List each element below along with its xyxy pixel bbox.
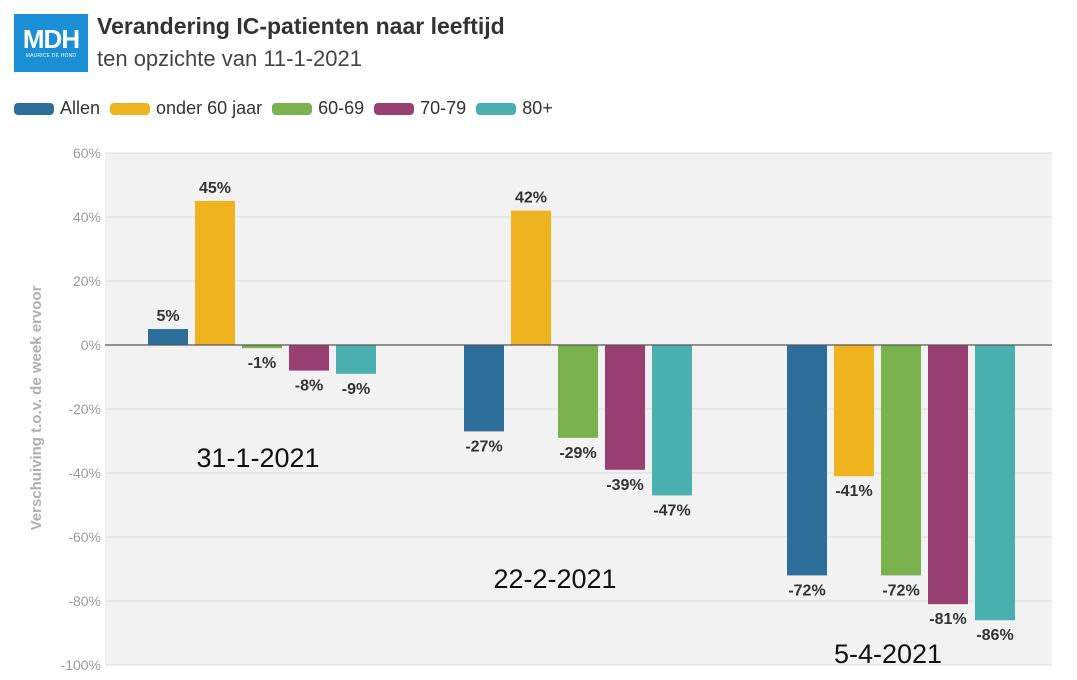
data-label: -29% (559, 445, 596, 462)
data-label: -27% (465, 438, 502, 455)
data-label: -86% (976, 627, 1013, 644)
legend-label: Allen (60, 98, 101, 118)
category-label: 22-2-2021 (493, 564, 616, 594)
y-tick-label: -60% (68, 529, 101, 545)
mdh-logo: MDH MAURICE DE HOND (14, 14, 88, 72)
bar (975, 345, 1015, 621)
legend-swatch (476, 102, 517, 115)
chart-title: Verandering IC-patienten naar leeftijd (97, 13, 505, 39)
legend-label: 80+ (522, 98, 553, 118)
y-tick-label: -80% (68, 593, 101, 609)
bar (336, 345, 376, 374)
data-label: -41% (835, 483, 872, 500)
bar (881, 345, 921, 576)
legend-swatch (374, 102, 415, 115)
category-label: 5-4-2021 (834, 639, 942, 669)
y-tick-label: 0% (81, 337, 101, 353)
legend-label: 70-79 (420, 98, 467, 118)
data-label: 42% (515, 190, 547, 207)
logo-text: MDH (22, 24, 80, 54)
bar (928, 345, 968, 605)
y-tick-label: -40% (68, 465, 101, 481)
data-label: -8% (295, 378, 323, 395)
bar (195, 201, 235, 345)
data-label: -72% (882, 582, 919, 599)
bar (834, 345, 874, 477)
bar (148, 329, 188, 345)
data-label: -9% (342, 381, 370, 398)
legend-item[interactable]: 70-79 (374, 98, 466, 119)
bar (242, 345, 282, 349)
bar (558, 345, 598, 438)
y-tick-label: -100% (61, 657, 101, 673)
bar (289, 345, 329, 371)
legend-item[interactable]: 80+ (476, 98, 553, 119)
bar (605, 345, 645, 470)
bar (464, 345, 504, 432)
legend-label: onder 60 jaar (156, 98, 263, 118)
y-tick-label: -20% (68, 401, 101, 417)
legend-swatch (110, 102, 151, 115)
logo-subtext: MAURICE DE HOND (25, 53, 77, 59)
bar (652, 345, 692, 496)
y-axis-label: Verschuiving t.o.v. de week ervoor (28, 285, 45, 530)
data-label: 5% (156, 308, 179, 325)
bar (787, 345, 827, 576)
category-label: 31-1-2021 (196, 443, 319, 473)
legend: Allen onder 60 jaar 60-69 70-79 80+ (14, 98, 563, 119)
legend-swatch (272, 102, 313, 115)
legend-swatch (14, 102, 54, 115)
bar (511, 210, 551, 345)
legend-label: 60-69 (318, 98, 365, 118)
data-label: -39% (606, 477, 643, 494)
legend-item[interactable]: onder 60 jaar (110, 98, 262, 119)
data-label: -81% (929, 611, 966, 628)
chart-subtitle: ten opzichte van 11-1-2021 (97, 46, 362, 71)
data-label: -72% (788, 582, 825, 599)
y-tick-label: 20% (73, 273, 101, 289)
y-tick-label: 60% (73, 145, 101, 161)
y-tick-label: 40% (73, 209, 101, 225)
legend-item[interactable]: 60-69 (272, 98, 364, 119)
data-label: -1% (248, 355, 276, 372)
data-label: -47% (653, 502, 690, 519)
data-label: 45% (199, 180, 231, 197)
legend-item[interactable]: Allen (14, 98, 100, 119)
